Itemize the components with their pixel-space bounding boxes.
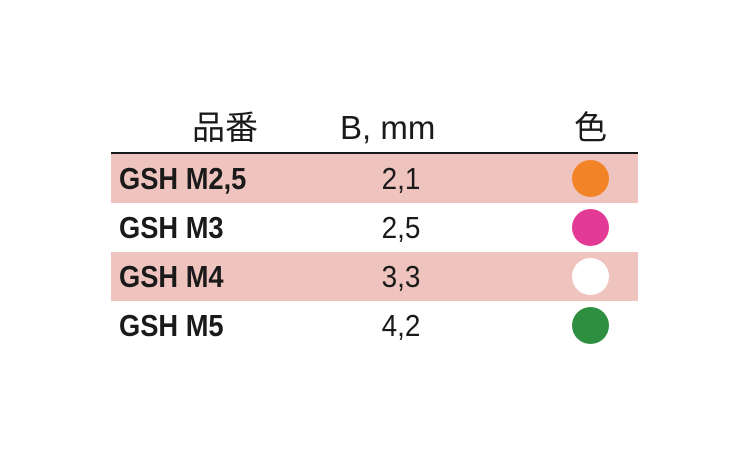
color-dot-icon bbox=[572, 307, 609, 344]
color-dot-icon bbox=[572, 258, 609, 295]
color-dot-icon bbox=[572, 160, 609, 197]
b-value: 4,2 bbox=[381, 308, 421, 343]
part-name: GSH M2,5 bbox=[119, 161, 247, 196]
part-name: GSH M4 bbox=[119, 259, 224, 294]
header-b-mm: B, mm bbox=[340, 109, 436, 146]
part-name: GSH M3 bbox=[119, 210, 224, 245]
b-value: 2,5 bbox=[381, 210, 421, 245]
table-row: GSH M4 3,3 bbox=[111, 252, 638, 301]
b-value: 2,1 bbox=[381, 161, 421, 196]
header-part-no: 品番 bbox=[192, 109, 258, 146]
part-name: GSH M5 bbox=[119, 308, 224, 343]
b-value: 3,3 bbox=[381, 259, 421, 294]
table-row: GSH M3 2,5 bbox=[111, 203, 638, 252]
header-color: 色 bbox=[574, 109, 607, 146]
color-dot-icon bbox=[572, 209, 609, 246]
table-row: GSH M2,5 2,1 bbox=[111, 154, 638, 203]
table-row: GSH M5 4,2 bbox=[111, 301, 638, 350]
header-rule bbox=[111, 152, 638, 154]
